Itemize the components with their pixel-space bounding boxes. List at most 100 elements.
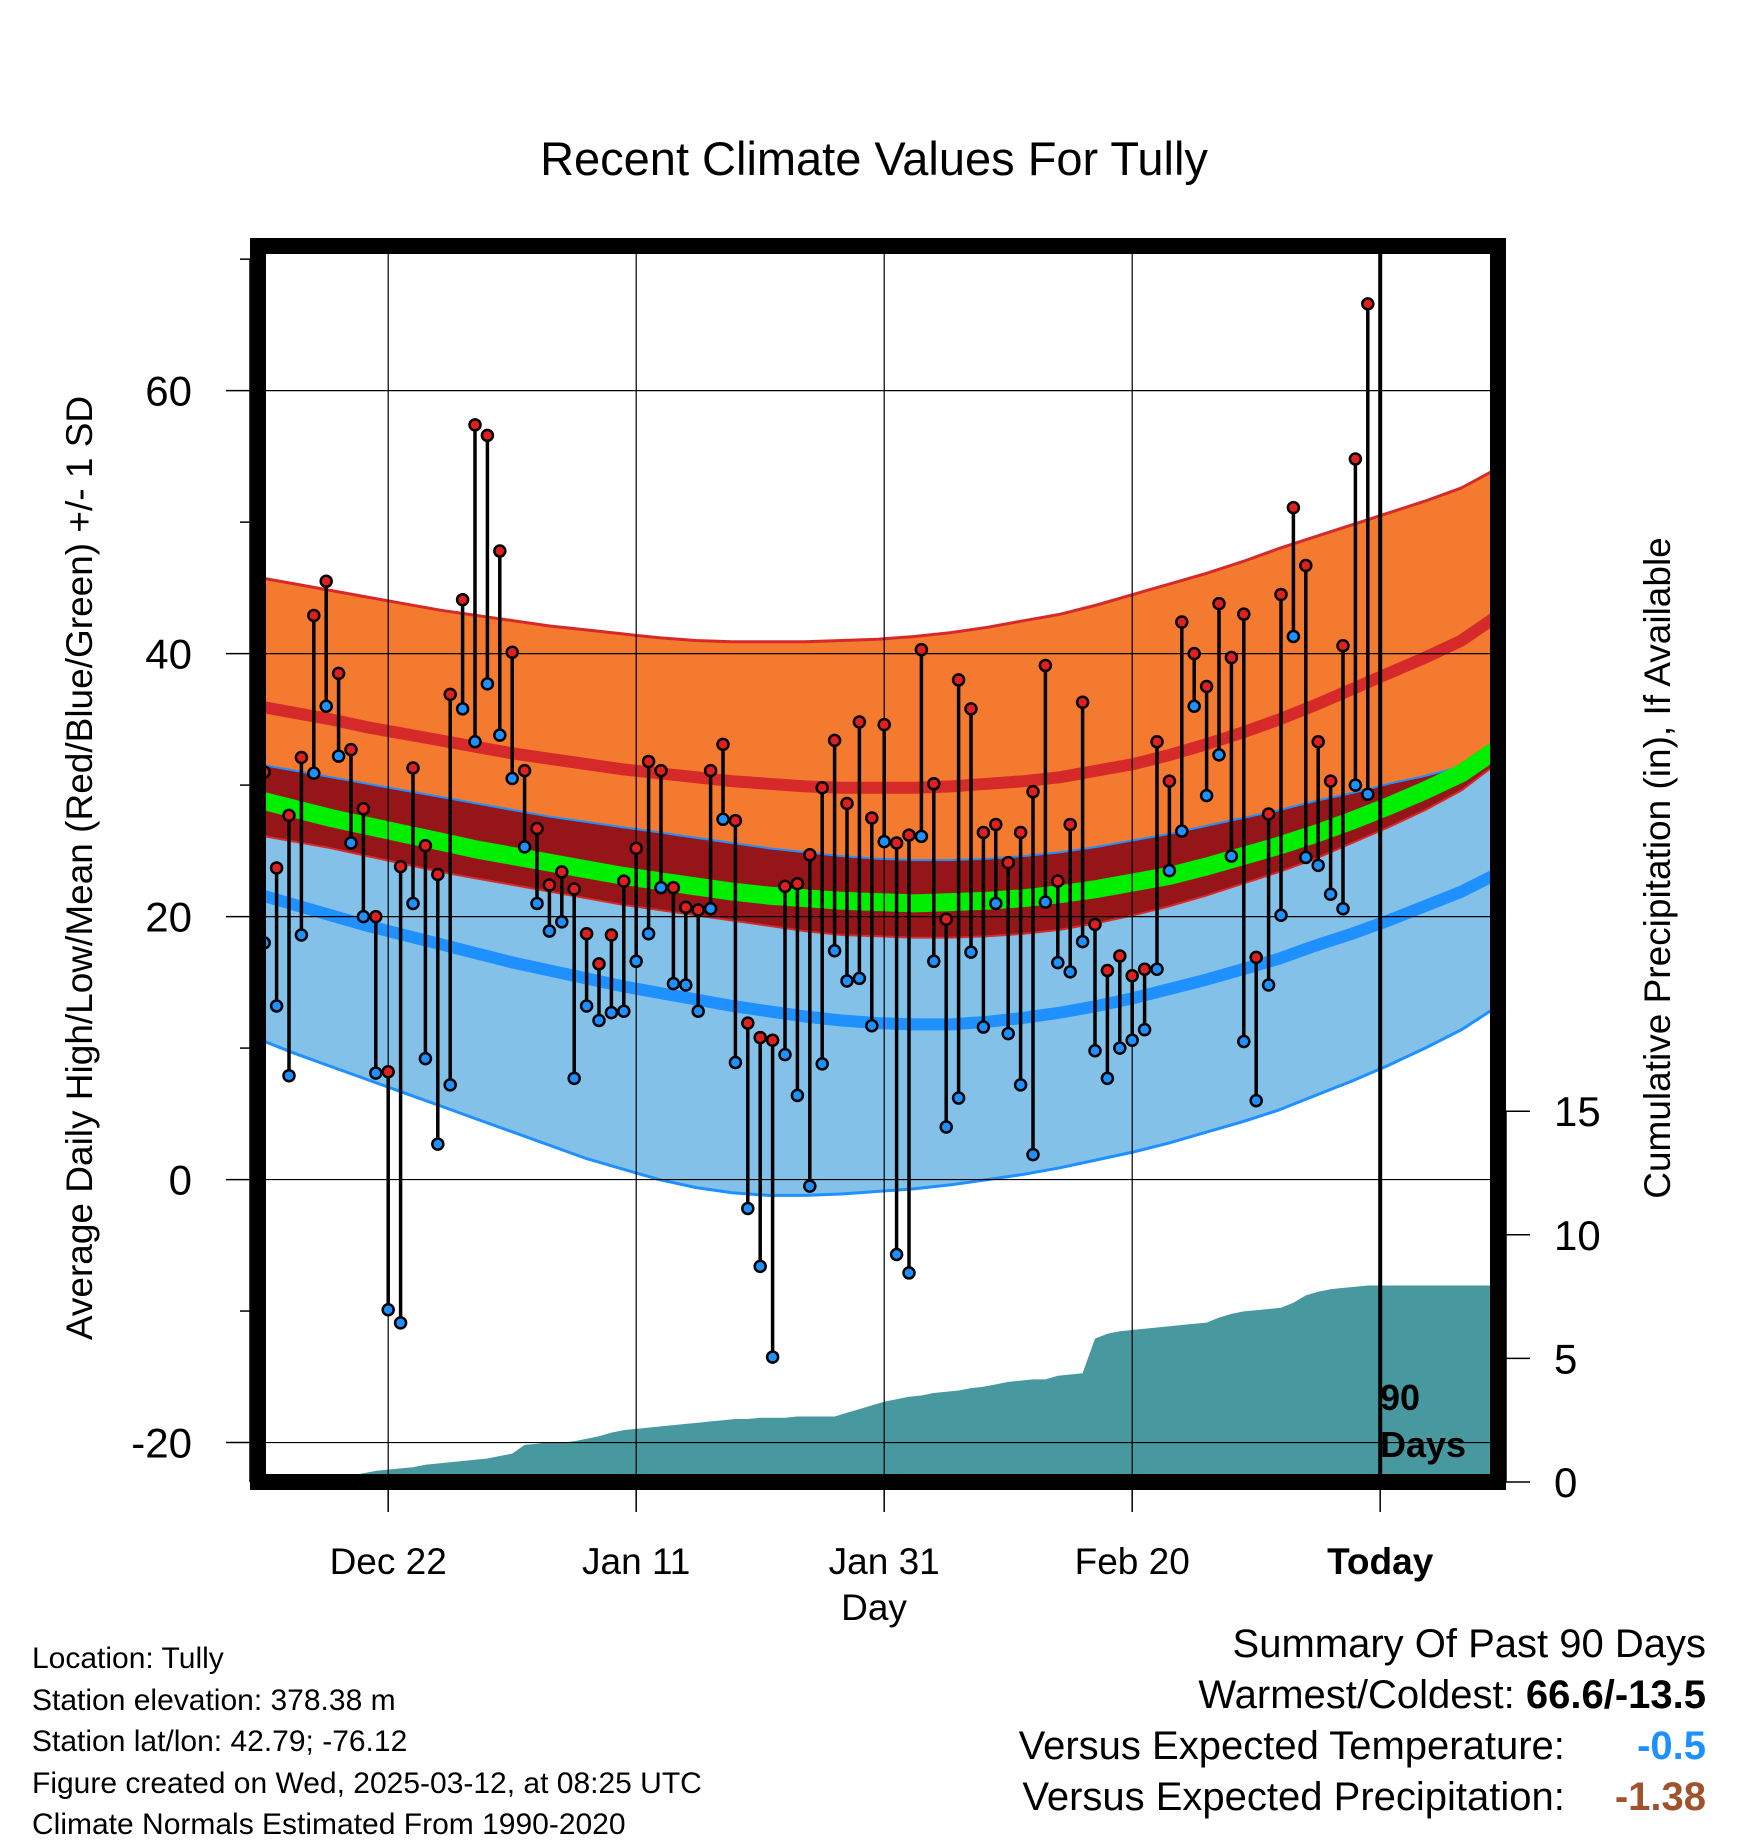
y-tick-label: 20 (145, 894, 192, 941)
y2-tick-label: 15 (1554, 1088, 1601, 1135)
daily-low-dot (1125, 1033, 1139, 1047)
daily-low-dot (902, 1266, 916, 1280)
precip-value: -1.38 (1614, 1775, 1706, 1819)
daily-low-dot (1088, 1043, 1102, 1058)
daily-high-dot (1274, 587, 1288, 602)
daily-high-dot (728, 813, 743, 828)
daily-low-dot (418, 1051, 433, 1066)
daily-high-dot (629, 841, 643, 855)
daily-high-dot (505, 645, 519, 660)
daily-low-dot (1323, 887, 1338, 901)
low-sd-upper-line (258, 755, 1498, 862)
daily-high-dot (443, 687, 457, 702)
daily-high-dot (455, 592, 470, 607)
location-text: Location: Tully (32, 1642, 224, 1675)
daily-low-dot (1199, 788, 1214, 803)
daily-low-dot (1075, 934, 1090, 949)
daily-low-dot (865, 1018, 879, 1033)
y-tick-label: 40 (145, 631, 192, 678)
daily-low-dot (728, 1055, 743, 1070)
daily-high-dot (1038, 658, 1053, 673)
daily-high-dot (1323, 774, 1338, 788)
daily-high-dot (406, 761, 420, 775)
chart-title: Recent Climate Values For Tully (540, 132, 1208, 185)
precipitation-area (264, 1285, 1498, 1482)
precip-area (264, 1285, 1498, 1482)
daily-low-dot (1261, 978, 1276, 992)
daily-low-dot (852, 971, 867, 986)
daily-low-dot (604, 1005, 619, 1020)
daily-high-dot (579, 926, 594, 941)
daily-low-dot (790, 1088, 805, 1103)
daily-high-dot (865, 811, 879, 825)
daily-low-dot (1137, 1022, 1152, 1037)
daily-dots (257, 297, 1375, 1364)
daily-low-dot (1348, 778, 1363, 792)
daily-high-dot (790, 876, 805, 891)
y2-tick-label: 0 (1554, 1459, 1577, 1506)
daily-high-dot (1075, 695, 1090, 710)
temp-value: -0.5 (1637, 1724, 1706, 1768)
daily-high-dot (431, 867, 445, 882)
daily-high-dot (356, 802, 371, 816)
daily-high-dot (1361, 297, 1375, 311)
daily-low-dot (914, 829, 929, 844)
daily-low-dot (716, 812, 730, 827)
daily-low-dot (703, 901, 718, 916)
daily-high-dot (567, 882, 581, 896)
daily-high-dot (1001, 855, 1015, 870)
daily-low-dot (1311, 858, 1325, 873)
y-tick-label: -20 (131, 1420, 192, 1467)
daily-low-dot (1026, 1147, 1040, 1162)
daily-high-dot (641, 754, 656, 769)
daily-low-dot (493, 728, 507, 742)
daily-high-dot (1063, 817, 1077, 832)
normal-bands (258, 466, 1498, 1197)
daily-high-dot (852, 715, 867, 729)
daily-high-dot (393, 859, 408, 874)
daily-high-dot (542, 878, 557, 892)
daily-high-dot (778, 879, 792, 894)
daily-high-dot (344, 742, 358, 757)
daily-high-dot (1311, 734, 1325, 749)
daily-high-dot (1336, 638, 1350, 653)
daily-low-dot (1249, 1093, 1263, 1108)
daily-low-dot (1237, 1034, 1251, 1049)
daily-high-dot (319, 574, 333, 589)
daily-low-dot (1038, 895, 1053, 909)
station-info: Location: Tully Station elevation: 378.3… (32, 1638, 702, 1846)
daily-high-dot (964, 702, 978, 716)
daily-low-dot (803, 1179, 817, 1193)
daily-high-dot (592, 957, 606, 971)
daily-low-dot (455, 702, 470, 716)
daily-low-dot (381, 1302, 395, 1317)
daily-low-dot (877, 834, 891, 849)
daily-high-dot (691, 903, 705, 917)
daily-low-dot (331, 749, 346, 763)
summary-temperature: Versus Expected Temperature: -0.5 (1019, 1721, 1706, 1772)
daily-low-dot (815, 1057, 829, 1071)
daily-high-dot (1348, 452, 1363, 466)
axes: -20 0 20 40 60 0 5 10 15 Dec 22 Jan 11 Jan 31 Feb 20… (131, 258, 1601, 1582)
daily-high-dot (1051, 874, 1065, 888)
daily-high-dot (307, 608, 321, 623)
daily-high-dot (666, 880, 681, 895)
x-tick-label: Feb 20 (1075, 1541, 1190, 1582)
daily-high-dot (1100, 963, 1115, 978)
normal-high-line (258, 610, 1498, 794)
daily-low-dot (617, 1004, 631, 1019)
daily-high-dot (1249, 950, 1263, 965)
daily-high-dot (753, 1030, 767, 1045)
daily-high-dot (282, 808, 296, 823)
daily-high-dot (827, 733, 842, 748)
daily-low-dot (319, 699, 333, 713)
daily-high-dot (654, 763, 668, 778)
summary-warm-cold: Warmest/Coldest: 66.6/-13.5 (1019, 1670, 1706, 1721)
latlon-text: Station lat/lon: 42.79; -76.12 (32, 1725, 408, 1758)
daily-low-dot (1100, 1071, 1115, 1086)
plot-frame (250, 238, 1506, 1490)
x-tick-label: Jan 31 (829, 1541, 940, 1582)
daily-low-dot (629, 954, 643, 969)
daily-high-dot (1150, 734, 1164, 749)
daily-high-dot (1088, 917, 1102, 932)
